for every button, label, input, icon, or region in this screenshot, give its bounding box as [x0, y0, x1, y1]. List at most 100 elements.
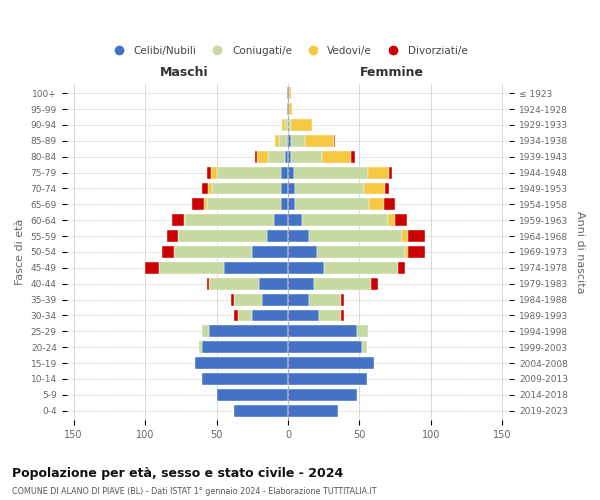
Bar	[206, 198, 281, 210]
Bar	[233, 405, 288, 416]
Bar	[288, 278, 314, 289]
Bar	[209, 326, 288, 338]
Y-axis label: Fasce di età: Fasce di età	[15, 219, 25, 285]
Bar	[310, 230, 402, 242]
Bar	[389, 166, 392, 178]
Bar	[319, 310, 341, 322]
Bar	[257, 151, 268, 162]
Bar	[385, 182, 389, 194]
Bar	[274, 214, 288, 226]
Bar	[341, 294, 344, 306]
Text: Maschi: Maschi	[160, 66, 208, 79]
Bar	[199, 342, 202, 353]
Bar	[203, 198, 206, 210]
Bar	[402, 230, 408, 242]
Bar	[371, 278, 378, 289]
Bar	[388, 214, 395, 226]
Bar	[314, 278, 371, 289]
Bar	[322, 151, 351, 162]
Bar	[288, 166, 293, 178]
Bar	[288, 182, 295, 194]
Bar	[289, 103, 292, 115]
Bar	[288, 88, 289, 99]
Bar	[160, 262, 224, 274]
Bar	[323, 262, 398, 274]
Bar	[231, 294, 233, 306]
Bar	[178, 230, 266, 242]
Bar	[362, 342, 367, 353]
Bar	[295, 182, 364, 194]
Bar	[295, 198, 370, 210]
Bar	[202, 326, 209, 338]
Bar	[310, 294, 341, 306]
Bar	[351, 151, 355, 162]
Bar	[288, 198, 295, 210]
Bar	[233, 294, 262, 306]
Bar	[262, 294, 288, 306]
Bar	[305, 135, 334, 147]
Bar	[281, 198, 288, 210]
Bar	[395, 214, 407, 226]
Bar	[288, 214, 302, 226]
Bar	[302, 214, 388, 226]
Bar	[288, 119, 291, 131]
Y-axis label: Anni di nascita: Anni di nascita	[575, 210, 585, 293]
Bar	[334, 135, 335, 147]
Bar	[217, 389, 288, 401]
Bar	[288, 405, 338, 416]
Bar	[288, 262, 323, 274]
Bar	[287, 88, 288, 99]
Bar	[356, 326, 368, 338]
Bar	[288, 246, 317, 258]
Bar	[288, 389, 356, 401]
Bar	[206, 166, 211, 178]
Bar	[259, 278, 288, 289]
Bar	[195, 357, 288, 369]
Bar	[281, 182, 288, 194]
Bar	[341, 310, 344, 322]
Bar	[209, 278, 259, 289]
Bar	[368, 166, 389, 178]
Bar	[383, 198, 395, 210]
Bar	[167, 230, 178, 242]
Bar	[408, 246, 425, 258]
Bar	[208, 182, 212, 194]
Bar	[288, 326, 356, 338]
Bar	[173, 246, 252, 258]
Bar	[145, 262, 160, 274]
Bar	[288, 103, 289, 115]
Bar	[291, 151, 322, 162]
Bar	[291, 135, 305, 147]
Bar	[217, 166, 281, 178]
Bar	[233, 310, 238, 322]
Bar	[398, 262, 405, 274]
Bar	[280, 135, 287, 147]
Bar	[288, 357, 374, 369]
Bar	[275, 135, 280, 147]
Bar	[184, 214, 185, 226]
Text: Popolazione per età, sesso e stato civile - 2024: Popolazione per età, sesso e stato civil…	[12, 468, 343, 480]
Bar	[405, 246, 408, 258]
Bar	[288, 342, 362, 353]
Bar	[281, 166, 288, 178]
Bar	[211, 166, 217, 178]
Bar	[282, 119, 285, 131]
Bar	[268, 151, 285, 162]
Bar	[266, 230, 288, 242]
Bar	[202, 373, 288, 385]
Bar	[162, 246, 173, 258]
Bar	[291, 119, 312, 131]
Bar	[206, 278, 209, 289]
Bar	[288, 294, 310, 306]
Bar	[285, 151, 288, 162]
Bar	[287, 135, 288, 147]
Legend: Celibi/Nubili, Coniugati/e, Vedovi/e, Divorziati/e: Celibi/Nubili, Coniugati/e, Vedovi/e, Di…	[104, 42, 472, 60]
Bar	[287, 103, 288, 115]
Bar	[317, 246, 405, 258]
Bar	[370, 198, 383, 210]
Bar	[252, 310, 288, 322]
Bar	[408, 230, 425, 242]
Bar	[202, 342, 288, 353]
Bar	[202, 182, 208, 194]
Text: COMUNE DI ALANO DI PIAVE (BL) - Dati ISTAT 1° gennaio 2024 - Elaborazione TUTTIT: COMUNE DI ALANO DI PIAVE (BL) - Dati IST…	[12, 488, 377, 496]
